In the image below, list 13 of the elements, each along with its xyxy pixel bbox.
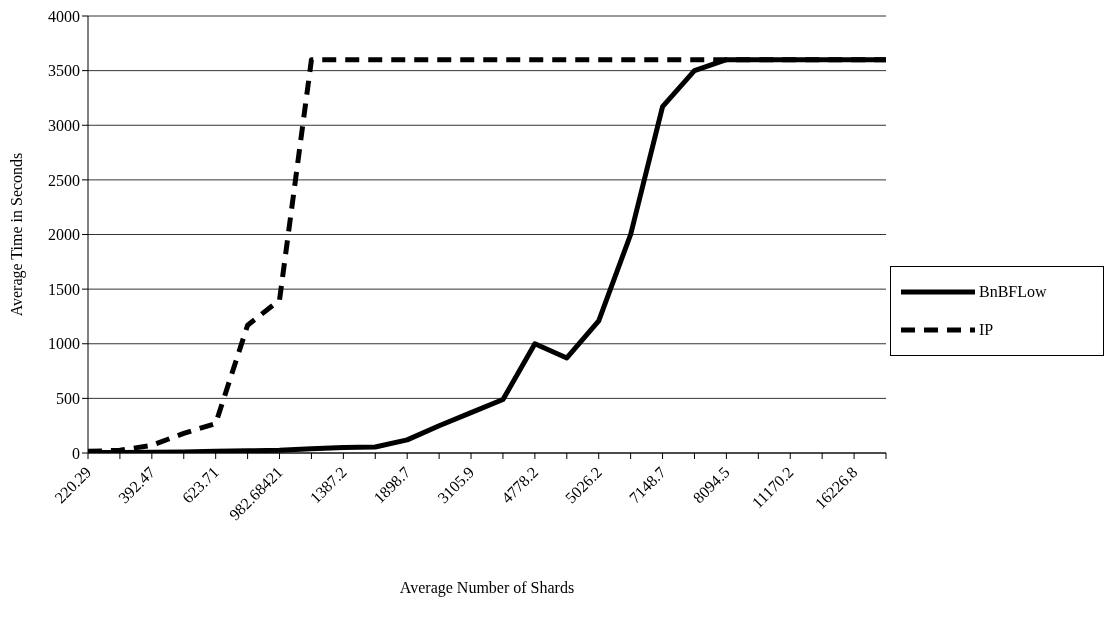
y-tick-label: 3500	[48, 62, 80, 80]
y-tick-label: 0	[72, 444, 80, 462]
y-axis-title: Average Time in Seconds	[7, 152, 26, 317]
y-tick-label: 3000	[48, 116, 80, 134]
y-tick-label: 1500	[48, 280, 80, 298]
y-tick-label: 2500	[48, 171, 80, 189]
y-tick-label: 1000	[48, 335, 80, 353]
legend-label: BnBFLow	[979, 282, 1047, 301]
y-tick-label: 2000	[48, 226, 80, 244]
x-axis-title: Average Number of Shards	[399, 579, 575, 597]
legend-label: IP	[979, 320, 994, 339]
y-tick-label: 4000	[48, 7, 80, 25]
y-tick-label: 500	[56, 390, 80, 408]
